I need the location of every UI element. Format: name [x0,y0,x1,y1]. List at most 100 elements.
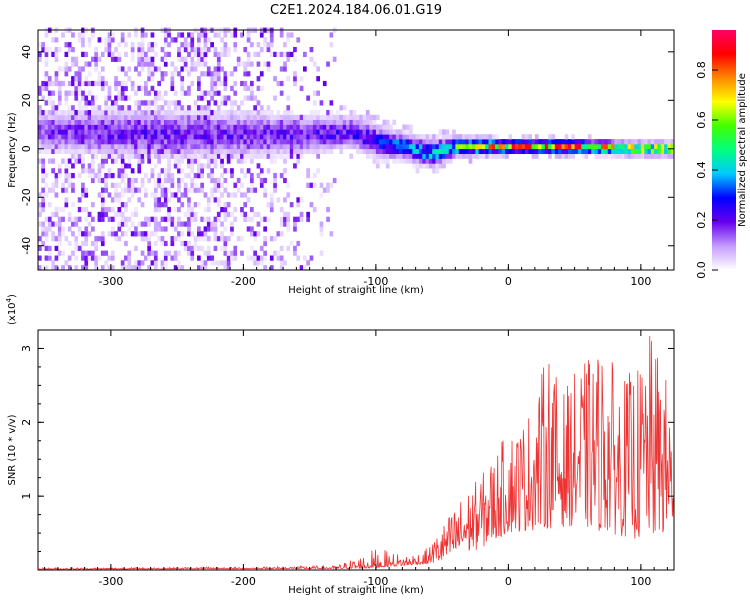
heatmap-cell [286,211,291,217]
heatmap-cell [246,255,251,261]
heatmap-cell [236,177,241,184]
heatmap-cell [253,187,257,193]
heatmap-cell [137,71,142,77]
heatmap-cell [130,129,135,135]
heatmap-cell [571,143,575,150]
heatmap-cell [67,163,72,169]
heatmap-cell [293,250,297,256]
heatmap-cell [127,105,132,111]
heatmap-cell [110,129,115,135]
heatmap-cell [110,255,115,261]
heatmap-cell [286,51,291,57]
heatmap-cell [153,66,158,72]
heatmap-cell [177,100,181,106]
heatmap-cell [286,32,291,38]
heatmap-cell [107,90,112,96]
heatmap-cell [273,187,277,193]
heatmap-cell [369,153,373,159]
heatmap-cell [299,153,304,159]
heatmap-cell [100,114,105,120]
heatmap-cell [44,114,49,120]
heatmap-cell [127,182,132,188]
heatmap-cell [163,110,168,116]
heatmap-cell [144,105,148,111]
heatmap-cell [640,148,645,154]
snr-frame [37,329,675,571]
heatmap-cell [120,202,125,208]
heatmap-cell [114,85,118,91]
heatmap-cell [273,158,277,164]
heatmap-cell [356,124,360,130]
heatmap-cell [306,129,310,135]
heatmap-cell [47,80,52,87]
heatmap-cell [319,148,324,154]
heatmap-cell [71,80,75,87]
heatmap-cell [94,110,98,116]
heatmap-cell [163,32,168,38]
heatmap-cell [160,260,165,266]
heatmap-cell [283,42,287,48]
heatmap-cell [84,76,89,82]
heatmap-cell [312,207,317,213]
heatmap-cell [84,51,89,57]
heatmap-cell [303,51,307,57]
heatmap-cell [435,143,440,150]
heatmap-cell [150,56,155,62]
heatmap-cell [283,221,287,227]
heatmap-cell [571,153,575,159]
heatmap-cell [150,124,155,130]
heatmap-cell [173,265,178,271]
heatmap-cell [269,143,274,150]
heatmap-cell [183,61,188,67]
heatmap-cell [173,134,178,140]
heatmap-cell [97,71,102,77]
heatmap-cell [51,139,55,145]
heatmap-cell [120,134,125,140]
heatmap-cell [425,153,430,159]
heatmap-cell [153,124,158,130]
heatmap-cell [256,211,261,217]
heatmap-cell [91,216,95,222]
heatmap-cell [81,134,85,140]
heatmap-cell [289,119,294,125]
heatmap-cell [94,153,98,159]
heatmap-cell [273,134,277,140]
heatmap-cell [163,216,168,222]
heatmap-cell [104,95,108,101]
heatmap-cell [84,168,89,174]
heatmap-y-axis-label: Frequency (Hz) [7,112,18,188]
heatmap-cell [289,32,294,38]
heatmap-cell [220,163,224,169]
heatmap-cell [528,143,532,150]
heatmap-cell [71,114,75,120]
heatmap-cell [187,124,191,130]
heatmap-cell [372,124,377,130]
heatmap-cell [200,231,204,237]
heatmap-cell [107,192,112,198]
heatmap-cell [216,71,221,77]
heatmap-cell [329,110,334,116]
heatmap-cell [319,114,324,120]
heatmap-cell [74,221,79,227]
heatmap-cell [220,231,224,237]
heatmap-cell [167,207,171,213]
heatmap-cell [97,114,102,120]
heatmap-cell [259,177,264,184]
heatmap-cell [269,42,274,48]
heatmap-cell [203,114,208,120]
heatmap-cell [38,85,42,91]
heatmap-cell [210,187,214,193]
heatmap-cell [200,114,204,120]
heatmap-cell [216,143,221,150]
heatmap-cell [147,100,151,106]
heatmap-cell [107,139,112,145]
heatmap-cell [213,47,218,53]
heatmap-cell [372,153,377,159]
heatmap-cell [51,110,55,116]
heatmap-cell [422,163,426,169]
heatmap-cell [206,105,211,111]
heatmap-cell [193,61,198,67]
heatmap-cell [574,148,579,154]
heatmap-cell [117,80,122,87]
heatmap-cell [197,105,201,111]
